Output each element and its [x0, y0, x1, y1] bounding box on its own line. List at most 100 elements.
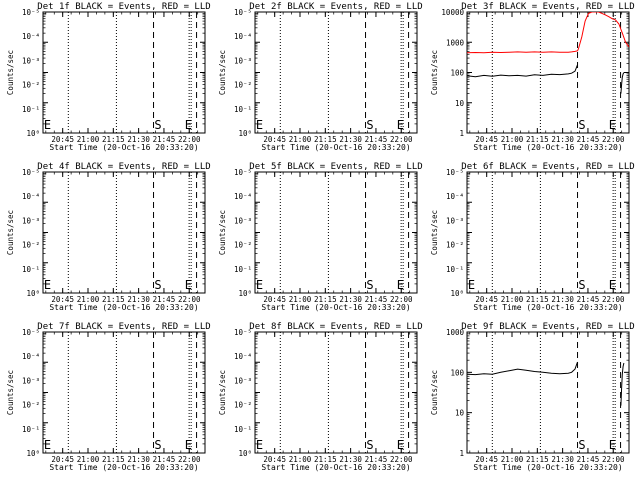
y-tick-label: 10⁻² — [234, 241, 252, 250]
y-tick-label: 10⁻³ — [234, 216, 252, 225]
plot-frame — [42, 331, 206, 454]
y-tick-label: 10⁻¹ — [22, 425, 40, 434]
x-tick-label: 21:00 — [77, 295, 100, 304]
y-tick-label: 10⁻⁴ — [446, 192, 464, 201]
end-marker: E — [185, 438, 192, 452]
panel-title: Det 6f BLACK = Events, RED = LLD — [461, 162, 634, 172]
y-tick-label: 10⁻¹ — [234, 425, 252, 434]
y-tick-label: 10⁻² — [22, 401, 40, 410]
start-marker: S — [154, 278, 161, 292]
x-tick-label: 20:45 — [51, 135, 74, 144]
x-tick-label: 21:30 — [339, 455, 362, 464]
panel-title: Det 8f BLACK = Events, RED = LLD — [249, 322, 422, 332]
x-tick-label: 21:45 — [365, 295, 388, 304]
end-marker: E — [185, 118, 192, 132]
lld-series-line — [467, 12, 629, 54]
end-marker: E — [256, 118, 263, 132]
y-axis-label: Counts/sec — [218, 210, 227, 255]
end-marker: E — [609, 118, 616, 132]
y-tick-label: 10⁻⁵ — [234, 8, 252, 17]
y-tick-label: 10⁻¹ — [22, 105, 40, 114]
x-tick-label: 21:00 — [77, 135, 100, 144]
panel-det-7: Det 7f BLACK = Events, RED = LLD 10⁰ 10⁻¹ 1… — [6, 322, 211, 472]
end-marker: E — [609, 438, 616, 452]
x-tick-label: 20:45 — [263, 295, 286, 304]
y-tick-label: 10⁻⁵ — [234, 328, 252, 337]
end-marker: E — [44, 278, 51, 292]
x-tick-label: 20:45 — [263, 135, 286, 144]
start-marker: S — [578, 118, 585, 132]
end-marker: E — [256, 438, 263, 452]
x-tick-label: 21:00 — [289, 135, 312, 144]
y-tick-label: 10⁻² — [22, 81, 40, 90]
x-tick-label: 21:30 — [127, 135, 150, 144]
plot-frame — [254, 171, 418, 294]
end-marker: E — [468, 278, 475, 292]
panel-title: Det 5f BLACK = Events, RED = LLD — [249, 162, 422, 172]
end-marker: E — [397, 278, 404, 292]
plot-frame — [254, 11, 418, 134]
y-axis-label: Counts/sec — [6, 210, 15, 255]
y-tick-label: 10⁻² — [234, 81, 252, 90]
y-tick-label: 10⁻¹ — [22, 265, 40, 274]
x-axis-label: Start Time (20-Oct-16 20:33:20) — [261, 303, 410, 312]
y-tick-label: 10⁻⁵ — [22, 168, 40, 177]
y-axis-label: Counts/sec — [430, 50, 439, 95]
x-tick-label: 21:00 — [501, 295, 524, 304]
start-marker: S — [578, 438, 585, 452]
x-tick-label: 21:00 — [289, 455, 312, 464]
start-marker: S — [578, 278, 585, 292]
y-tick-label: 10⁻⁴ — [234, 32, 252, 41]
end-marker: E — [185, 278, 192, 292]
x-tick-label: 21:15 — [314, 455, 337, 464]
y-tick-label: 10 — [455, 99, 465, 108]
panel-det-5: Det 5f BLACK = Events, RED = LLD 10⁰ 10⁻¹ 1… — [218, 162, 423, 312]
x-axis-label: Start Time (20-Oct-16 20:33:20) — [49, 463, 198, 472]
x-tick-label: 21:15 — [314, 295, 337, 304]
panel-title: Det 7f BLACK = Events, RED = LLD — [37, 322, 210, 332]
y-axis-label: Counts/sec — [6, 50, 15, 95]
end-marker: E — [397, 438, 404, 452]
y-tick-label: 10⁻³ — [22, 216, 40, 225]
x-tick-label: 22:00 — [602, 295, 625, 304]
x-axis-label: Start Time (20-Oct-16 20:33:20) — [49, 303, 198, 312]
x-tick-label: 20:45 — [51, 295, 74, 304]
x-tick-label: 22:00 — [390, 295, 413, 304]
panel-det-9: Det 9f BLACK = Events, RED = LLD 1 10 100 10… — [430, 322, 635, 472]
y-tick-label: 10 — [455, 409, 465, 418]
panel-title: Det 3f BLACK = Events, RED = LLD — [461, 2, 634, 12]
start-marker: S — [154, 438, 161, 452]
x-tick-label: 21:15 — [102, 455, 125, 464]
panel-det-2: Det 2f BLACK = Events, RED = LLD 10⁰ 10⁻¹ 1… — [218, 2, 423, 152]
y-tick-label: 10⁻² — [22, 241, 40, 250]
y-tick-label: 10⁻⁵ — [234, 168, 252, 177]
x-axis-label: Start Time (20-Oct-16 20:33:20) — [473, 143, 622, 152]
x-tick-label: 21:30 — [551, 135, 574, 144]
end-marker: E — [44, 438, 51, 452]
y-tick-label: 10⁻³ — [446, 216, 464, 225]
start-marker: S — [366, 118, 373, 132]
y-tick-label: 1 — [459, 129, 464, 138]
y-tick-label: 10⁰ — [238, 289, 252, 298]
panel-det-8: Det 8f BLACK = Events, RED = LLD 10⁰ 10⁻¹ 1… — [218, 322, 423, 472]
x-tick-label: 21:45 — [153, 455, 176, 464]
x-tick-label: 21:45 — [365, 455, 388, 464]
y-tick-label: 10⁻² — [234, 401, 252, 410]
plot-frame — [466, 11, 630, 134]
y-tick-label: 10⁻⁴ — [22, 352, 40, 361]
events-series-line — [467, 64, 578, 78]
plot-frame — [42, 11, 206, 134]
y-tick-label: 1000 — [446, 328, 465, 337]
panel-det-1: Det 1f BLACK = Events, RED = LLD 10⁰ 10⁻¹ 1… — [6, 2, 211, 152]
y-tick-label: 10⁻³ — [22, 376, 40, 385]
x-tick-label: 21:15 — [526, 135, 549, 144]
start-marker: S — [154, 118, 161, 132]
x-tick-label: 21:45 — [577, 455, 600, 464]
x-tick-label: 21:15 — [102, 135, 125, 144]
start-marker: S — [366, 438, 373, 452]
x-tick-label: 21:15 — [314, 135, 337, 144]
x-tick-label: 20:45 — [475, 295, 498, 304]
y-tick-label: 10⁻⁵ — [446, 168, 464, 177]
plot-frame — [42, 171, 206, 294]
